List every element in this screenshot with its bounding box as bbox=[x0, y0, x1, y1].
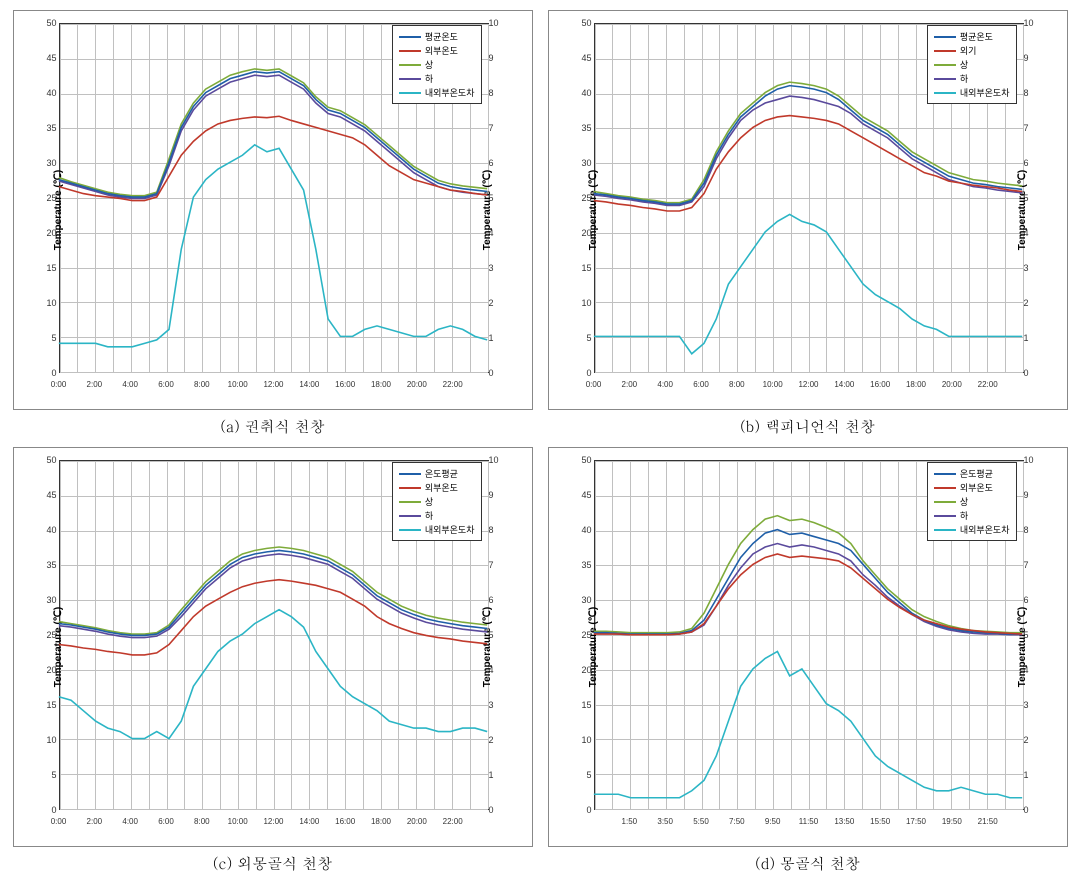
chart-grid: 051015202530354045500123456789100:002:00… bbox=[10, 10, 1070, 874]
chart-b: 051015202530354045500123456789100:002:00… bbox=[548, 10, 1068, 410]
caption-b: (b) 랙피니언식 천창 bbox=[740, 416, 875, 437]
caption-c: (c) 외몽골식 천창 bbox=[213, 853, 332, 874]
legend-label: 외부온도 bbox=[425, 481, 458, 494]
legend-label: 외부온도 bbox=[425, 44, 458, 57]
legend-label: 내외부온도차 bbox=[960, 523, 1010, 536]
legend-label: 내외부온도차 bbox=[425, 523, 475, 536]
panel-b: 051015202530354045500123456789100:002:00… bbox=[545, 10, 1070, 437]
legend-label: 하 bbox=[425, 72, 433, 85]
legend-label: 상 bbox=[960, 495, 968, 508]
caption-d: (d) 몽골식 천창 bbox=[755, 853, 860, 874]
chart-c: 051015202530354045500123456789100:002:00… bbox=[13, 447, 533, 847]
legend: 온도평균외부온도상하내외부온도차 bbox=[927, 462, 1017, 541]
legend-label: 상 bbox=[425, 495, 433, 508]
panel-c: 051015202530354045500123456789100:002:00… bbox=[10, 447, 535, 874]
legend-label: 상 bbox=[425, 58, 433, 71]
legend-label: 내외부온도차 bbox=[960, 86, 1010, 99]
chart-d: 051015202530354045500123456789101:503:50… bbox=[548, 447, 1068, 847]
legend: 온도평균외부온도상하내외부온도차 bbox=[392, 462, 482, 541]
legend: 평균온도외기상하내외부온도차 bbox=[927, 25, 1017, 104]
legend-label: 외부온도 bbox=[960, 481, 993, 494]
legend-label: 온도평균 bbox=[960, 467, 993, 480]
legend-label: 평균온도 bbox=[425, 30, 458, 43]
legend-label: 외기 bbox=[960, 44, 977, 57]
legend-label: 상 bbox=[960, 58, 968, 71]
legend-label: 하 bbox=[960, 509, 968, 522]
chart-a: 051015202530354045500123456789100:002:00… bbox=[13, 10, 533, 410]
legend-label: 온도평균 bbox=[425, 467, 458, 480]
legend-label: 평균온도 bbox=[960, 30, 993, 43]
legend-label: 내외부온도차 bbox=[425, 86, 475, 99]
legend-label: 하 bbox=[960, 72, 968, 85]
legend: 평균온도외부온도상하내외부온도차 bbox=[392, 25, 482, 104]
caption-a: (a) 권취식 천창 bbox=[220, 416, 324, 437]
panel-d: 051015202530354045500123456789101:503:50… bbox=[545, 447, 1070, 874]
legend-label: 하 bbox=[425, 509, 433, 522]
panel-a: 051015202530354045500123456789100:002:00… bbox=[10, 10, 535, 437]
